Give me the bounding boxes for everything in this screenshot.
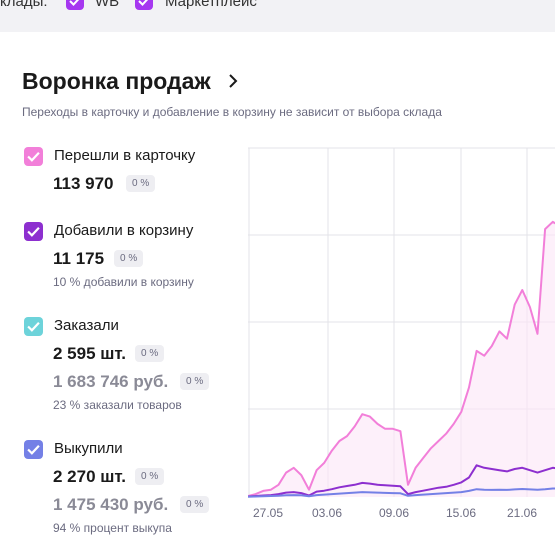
checkbox-added-to-cart[interactable] — [24, 222, 43, 241]
series-area-card-visits — [248, 221, 555, 497]
metric-note-bought-out: 94 % процент выкупа — [53, 521, 172, 535]
check-icon — [27, 321, 40, 332]
check-icon — [27, 444, 40, 455]
metric-value-ordered-sum: 1 683 746 руб. — [53, 372, 169, 391]
checkbox-ordered[interactable] — [24, 317, 43, 336]
series-line-added-to-cart — [248, 464, 555, 498]
funnel-line-chart — [248, 147, 555, 498]
x-tick-label: 03.06 — [311, 506, 343, 520]
x-tick-label: 21.06 — [506, 506, 538, 520]
metric-value-bought-out-qty: 2 270 шт. — [53, 467, 126, 486]
metric-label-bought-out: Выкупили — [54, 440, 123, 457]
chevron-right-icon[interactable] — [226, 71, 240, 91]
check-icon — [27, 151, 40, 162]
metric-value-added-to-cart: 11 175 — [53, 249, 105, 268]
metric-value-bought-out-sum: 1 475 430 руб. — [53, 495, 169, 514]
check-icon — [69, 0, 80, 6]
pct-badge: 0 % — [180, 496, 210, 513]
sales-funnel-title[interactable]: Воронка продаж — [22, 68, 211, 94]
checkbox-card-visits[interactable] — [24, 147, 43, 166]
series-line-bought-out — [248, 487, 555, 498]
pct-badge: 0 % — [135, 345, 165, 362]
option-marketplace-label: Маркетплейс — [165, 0, 257, 10]
pct-badge: 0 % — [135, 468, 165, 485]
warehouse-filter-label: клады: — [0, 0, 48, 10]
checkbox-wb[interactable] — [66, 0, 84, 10]
checkbox-marketplace[interactable] — [135, 0, 153, 10]
warehouse-filter-bar: клады: WB Маркетплейс — [0, 0, 555, 32]
series-line-card-visits — [248, 220, 555, 497]
pct-badge: 0 % — [114, 250, 144, 267]
funnel-subtitle: Переходы в карточку и добавление в корзи… — [22, 105, 442, 119]
metric-value-ordered-qty: 2 595 шт. — [53, 344, 126, 363]
option-wb-label: WB — [95, 0, 120, 10]
metric-note-ordered: 23 % заказали товаров — [53, 398, 182, 412]
metric-note-added-to-cart: 10 % добавили в корзину — [53, 275, 194, 289]
x-tick-label: 15.06 — [445, 506, 477, 520]
pct-badge: 0 % — [180, 373, 210, 390]
metric-label-card-visits: Перешли в карточку — [54, 147, 196, 164]
check-icon — [138, 0, 149, 6]
metric-label-ordered: Заказали — [54, 317, 119, 334]
metric-label-added-to-cart: Добавили в корзину — [54, 222, 194, 239]
x-tick-label: 09.06 — [378, 506, 410, 520]
pct-badge: 0 % — [126, 175, 156, 192]
check-icon — [27, 226, 40, 237]
x-tick-label: 27.05 — [252, 506, 284, 520]
metric-value-card-visits: 113 970 — [53, 174, 114, 193]
checkbox-bought-out[interactable] — [24, 440, 43, 459]
